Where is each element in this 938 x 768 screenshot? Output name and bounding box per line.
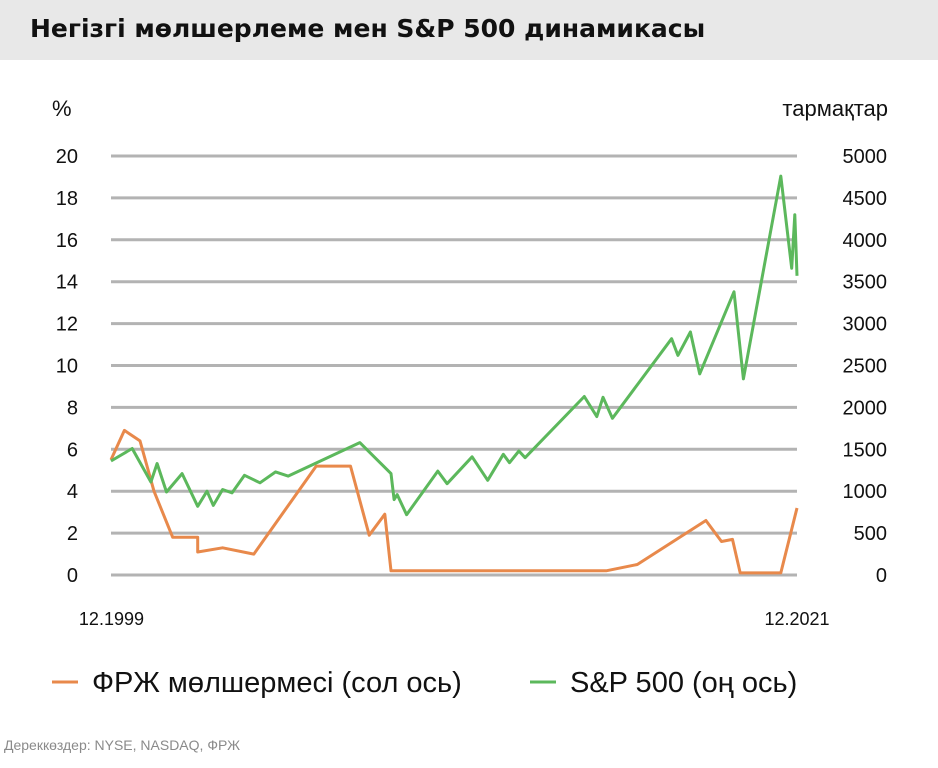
right-tick-label: 1500 [843,439,888,461]
right-tick-label: 3500 [843,272,888,294]
right-tick-label: 3000 [843,314,888,336]
fed-rate-line [109,428,799,575]
left-axis-unit: % [52,96,72,121]
left-tick-label: 16 [56,230,78,252]
left-tick-label: 18 [56,188,78,210]
right-axis-ticks: 0 500 1000 1500 2000 2500 3000 3500 4000 4500 5000 [843,146,888,587]
right-tick-label: 500 [854,523,887,545]
legend: ФРЖ мөлшермесі (сол ось) S&P 500 (оң ось) [52,667,797,699]
legend-label: ФРЖ мөлшермесі (сол ось) [92,667,462,699]
right-tick-label: 4500 [843,188,888,210]
x-tick-label: 12.1999 [79,609,144,629]
title-bar: Негізгі мөлшерлеме мен S&P 500 динамикас… [0,0,938,60]
right-tick-label: 0 [876,565,887,587]
legend-label: S&P 500 (оң ось) [570,667,797,699]
left-tick-label: 12 [56,314,78,336]
right-tick-label: 2500 [843,356,888,378]
chart-area: 0 2 4 6 8 10 12 14 16 18 20 0 500 1000 1500 2000 2500 30… [52,96,888,699]
left-axis-ticks: 0 2 4 6 8 10 12 14 16 18 20 [56,146,78,587]
left-tick-label: 20 [56,146,78,168]
left-tick-label: 14 [56,272,78,294]
left-tick-label: 8 [67,397,78,419]
left-tick-label: 6 [67,439,78,461]
left-tick-label: 2 [67,523,78,545]
left-tick-label: 0 [67,565,78,587]
series-lines [109,174,799,575]
left-tick-label: 4 [67,481,78,503]
right-tick-label: 2000 [843,397,888,419]
grid-lines [111,154,797,577]
sp500-line [110,174,799,517]
right-axis-unit: тармақтар [782,96,888,121]
x-tick-label: 12.2021 [764,609,829,629]
chart-title: Негізгі мөлшерлеме мен S&P 500 динамикас… [30,14,706,43]
x-axis-ticks: 12.1999 12.2021 [79,609,830,629]
right-tick-label: 4000 [843,230,888,252]
left-tick-label: 10 [56,356,78,378]
source-note: Дереккөздер: NYSE, NASDAQ, ФРЖ [4,737,241,753]
right-tick-label: 1000 [843,481,888,503]
right-tick-label: 5000 [843,146,888,168]
